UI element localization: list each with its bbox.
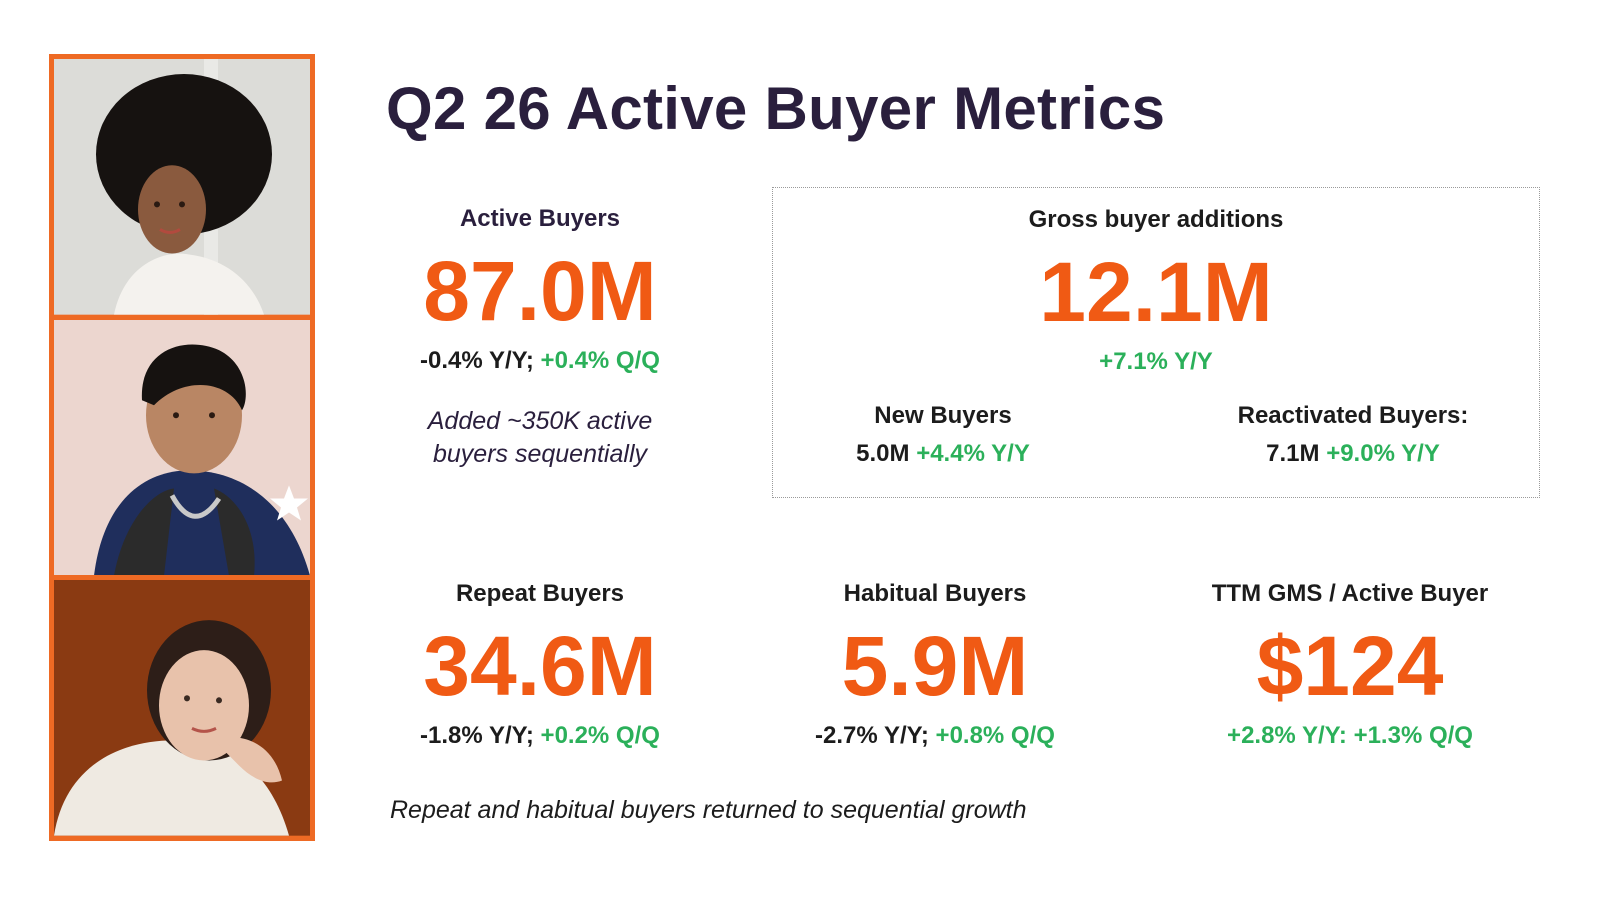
new-buyers-change: +4.4% Y/Y	[916, 440, 1030, 467]
photo-portrait-woman-hand-on-cheek	[54, 580, 310, 837]
gross-additions-metric: Gross buyer additions 12.1M +7.1% Y/Y	[773, 206, 1539, 376]
repeat-buyers-value: 34.6M	[423, 619, 657, 713]
new-buyers-value: 5.0M	[856, 440, 910, 467]
habitual-buyers-value: 5.9M	[841, 619, 1029, 713]
ttm-gms-value: $124	[1256, 619, 1444, 713]
reactivated-buyers-label: Reactivated Buyers:	[1237, 402, 1469, 429]
active-buyers-note: Added ~350K active buyers sequentially	[385, 405, 695, 471]
habitual-buyers-qoq: +0.8% Q/Q	[935, 722, 1055, 749]
repeat-buyers-label: Repeat Buyers	[455, 580, 625, 607]
footnote: Repeat and habitual buyers returned to s…	[390, 796, 1027, 824]
active-buyers-label: Active Buyers	[459, 205, 621, 232]
reactivated-buyers-value: 7.1M	[1266, 440, 1320, 467]
active-buyers-metric: Active Buyers 87.0M -0.4% Y/Y; +0.4% Q/Q…	[385, 205, 695, 471]
gross-additions-label: Gross buyer additions	[1028, 206, 1284, 233]
new-buyers-label: New Buyers	[874, 402, 1012, 429]
photo-strip	[49, 54, 315, 841]
gross-buyer-additions-box: Gross buyer additions 12.1M +7.1% Y/Y Ne…	[772, 187, 1540, 498]
habitual-buyers-metric: Habitual Buyers 5.9M -2.7% Y/Y; +0.8% Q/…	[780, 580, 1090, 750]
active-buyers-yoy: -0.4% Y/Y;	[420, 347, 534, 374]
repeat-buyers-qoq: +0.2% Q/Q	[540, 722, 660, 749]
active-buyers-note-line1: Added ~350K active	[427, 407, 653, 435]
reactivated-buyers-values: 7.1M +9.0% Y/Y	[1203, 440, 1503, 468]
active-buyers-qoq: +0.4% Q/Q	[540, 347, 660, 374]
active-buyers-change: -0.4% Y/Y; +0.4% Q/Q	[385, 347, 695, 375]
active-buyers-note-line2: buyers sequentially	[432, 440, 647, 468]
reactivated-buyers-metric: Reactivated Buyers: 7.1M +9.0% Y/Y	[1203, 402, 1503, 468]
reactivated-buyers-change: +9.0% Y/Y	[1326, 440, 1440, 467]
repeat-buyers-yoy: -1.8% Y/Y;	[420, 722, 534, 749]
ttm-gms-change: +2.8% Y/Y: +1.3% Q/Q	[1227, 722, 1473, 749]
habitual-buyers-change: -2.7% Y/Y; +0.8% Q/Q	[780, 722, 1090, 750]
photo-portrait-man-denim-vest	[54, 319, 310, 576]
repeat-buyers-change: -1.8% Y/Y; +0.2% Q/Q	[385, 722, 695, 750]
new-buyers-metric: New Buyers 5.0M +4.4% Y/Y	[813, 402, 1073, 468]
new-buyers-values: 5.0M +4.4% Y/Y	[813, 440, 1073, 468]
habitual-buyers-label: Habitual Buyers	[843, 580, 1027, 607]
repeat-buyers-metric: Repeat Buyers 34.6M -1.8% Y/Y; +0.2% Q/Q	[385, 580, 695, 750]
gross-additions-yoy: +7.1% Y/Y	[1099, 348, 1213, 375]
active-buyers-value: 87.0M	[423, 244, 657, 338]
gross-additions-value: 12.1M	[1039, 245, 1273, 339]
page-title: Q2 26 Active Buyer Metrics	[386, 75, 1166, 142]
habitual-buyers-yoy: -2.7% Y/Y;	[815, 722, 929, 749]
photo-portrait-woman-afro	[54, 59, 310, 315]
ttm-gms-metric: TTM GMS / Active Buyer $124 +2.8% Y/Y: +…	[1165, 580, 1535, 750]
ttm-gms-label: TTM GMS / Active Buyer	[1211, 580, 1489, 607]
